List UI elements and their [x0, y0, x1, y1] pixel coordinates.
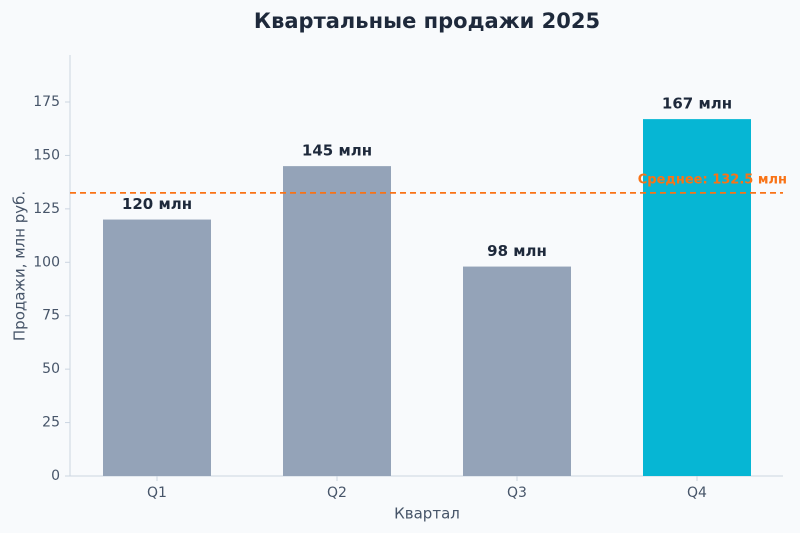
- value-label: 98 млн: [487, 242, 547, 260]
- y-tick-label: 150: [33, 147, 60, 163]
- y-tick-label: 175: [33, 94, 60, 110]
- x-tick-label: Q2: [327, 485, 347, 501]
- bar: [463, 266, 571, 476]
- bar: [283, 166, 391, 477]
- x-tick-label: Q3: [507, 485, 527, 501]
- y-tick-label: 50: [42, 361, 60, 377]
- x-tick-label: Q4: [687, 485, 707, 501]
- value-label: 120 млн: [122, 195, 192, 213]
- chart-title: Квартальные продажи 2025: [254, 9, 600, 33]
- bar: [643, 119, 751, 477]
- x-tick-label: Q1: [147, 485, 167, 501]
- value-label: 145 млн: [302, 142, 372, 160]
- y-tick-label: 75: [42, 308, 60, 324]
- y-axis-label: Продажи, млн руб.: [11, 191, 29, 341]
- value-label: 167 млн: [662, 95, 732, 113]
- bar: [103, 219, 211, 477]
- x-axis-label: Квартал: [394, 505, 460, 523]
- average-label: Среднее: 132.5 млн: [638, 172, 787, 187]
- y-tick-label: 0: [51, 468, 60, 484]
- y-tick-label: 100: [33, 254, 60, 270]
- y-tick-label: 125: [33, 201, 60, 217]
- y-tick-label: 25: [42, 415, 60, 431]
